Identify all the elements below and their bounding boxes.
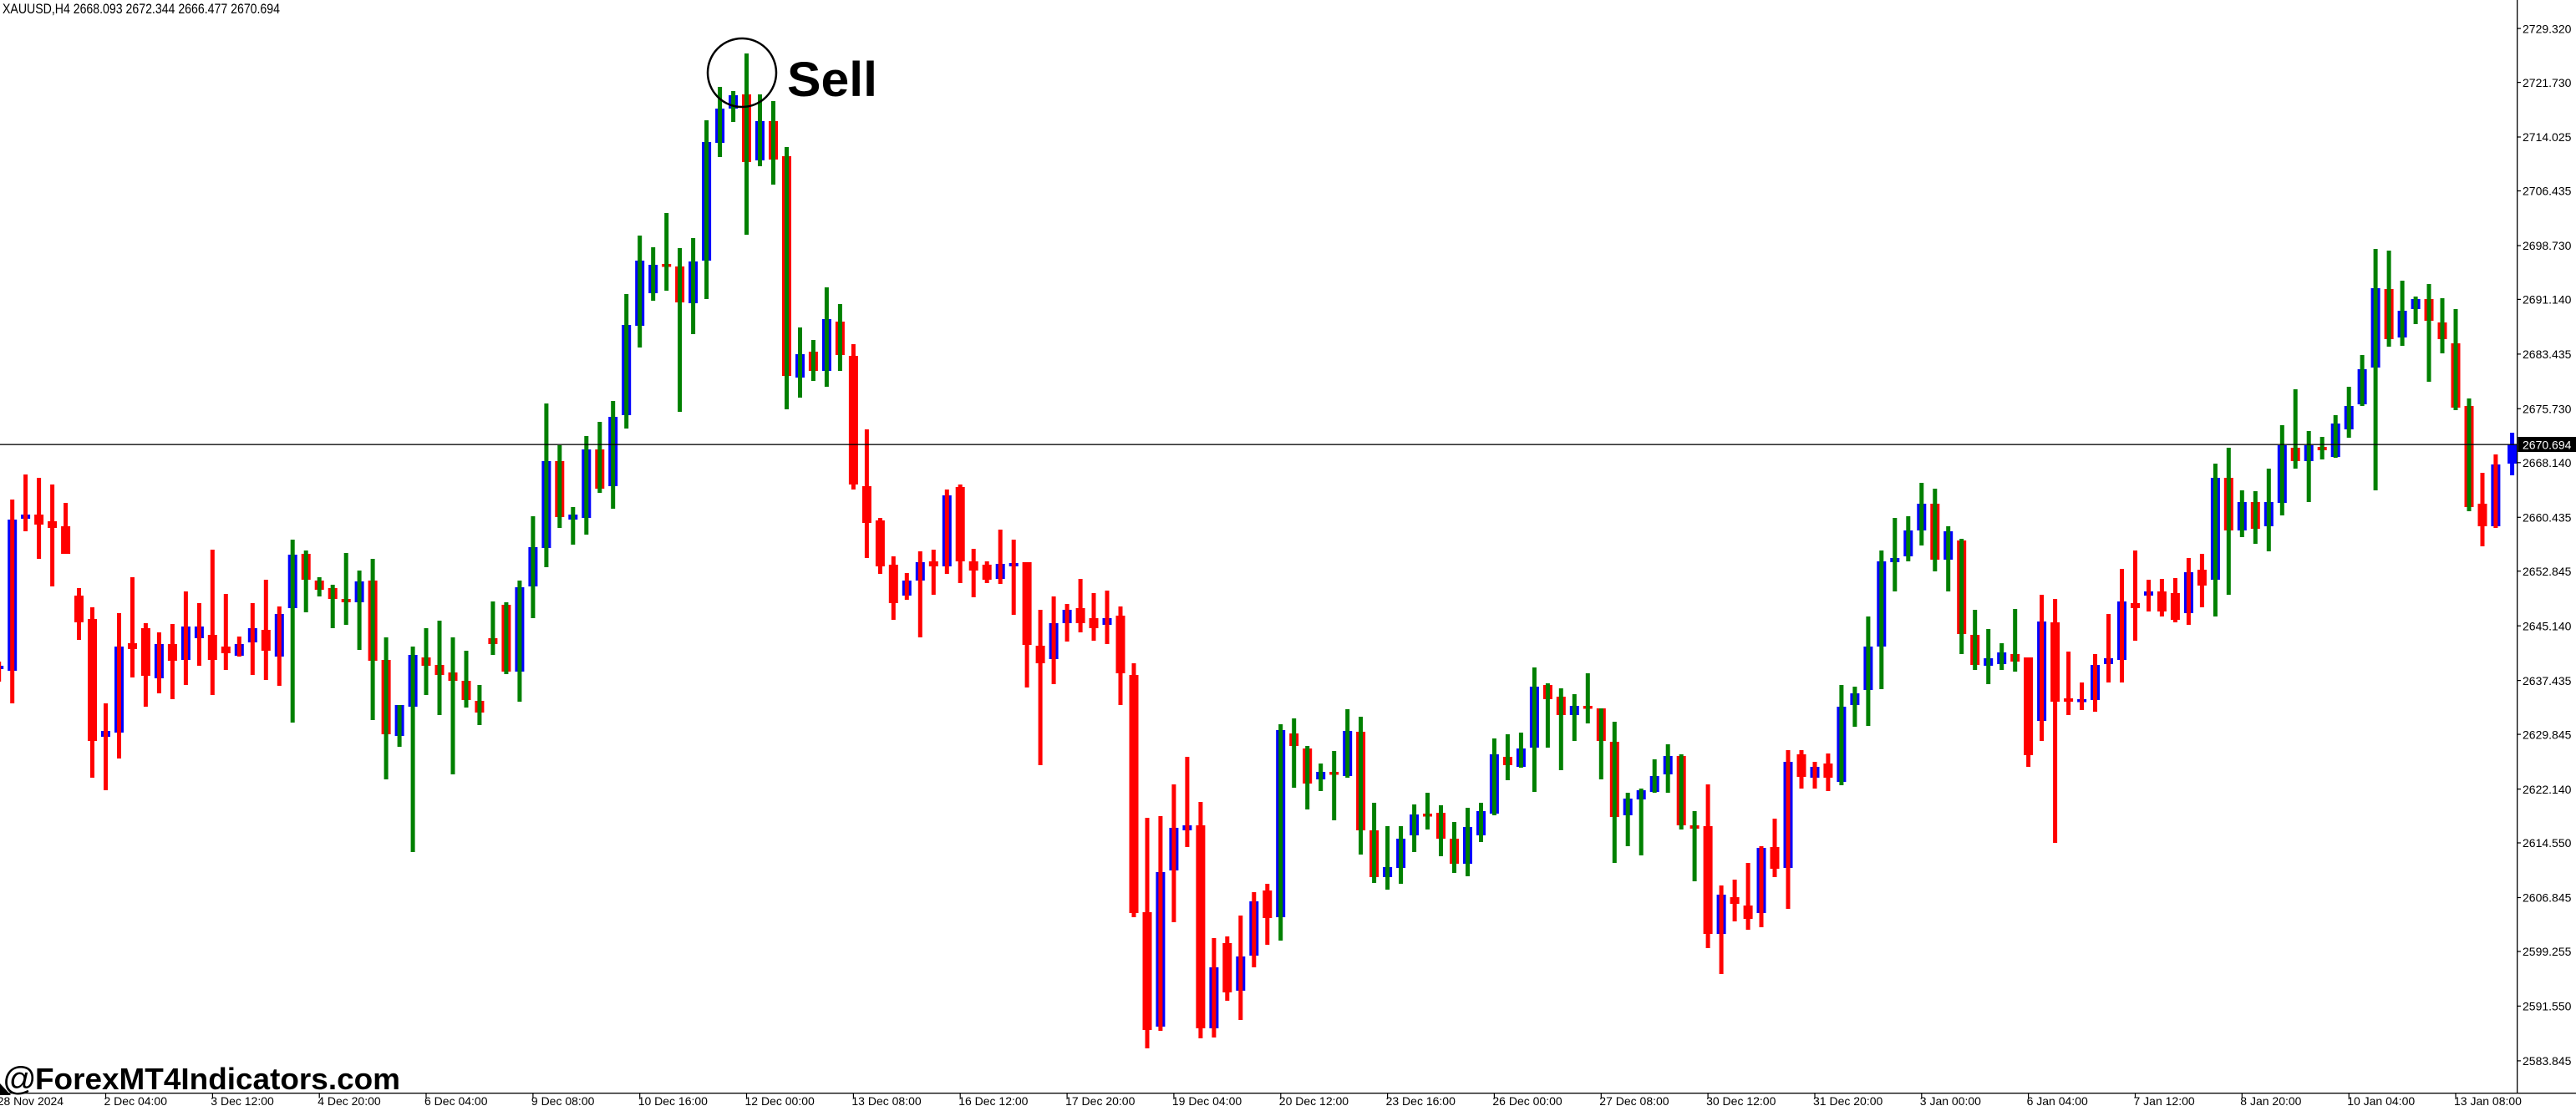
svg-text:9 Dec 08:00: 9 Dec 08:00 [531, 1094, 595, 1106]
svg-text:26 Dec 00:00: 26 Dec 00:00 [1492, 1094, 1562, 1106]
svg-text:@: @ [3, 1061, 37, 1098]
svg-text:2622.140: 2622.140 [2523, 783, 2572, 796]
svg-text:2691.140: 2691.140 [2523, 293, 2572, 307]
svg-text:13 Jan 08:00: 13 Jan 08:00 [2454, 1094, 2522, 1106]
svg-text:20 Dec 12:00: 20 Dec 12:00 [1279, 1094, 1349, 1106]
svg-text:19 Dec 04:00: 19 Dec 04:00 [1172, 1094, 1242, 1106]
svg-text:2683.435: 2683.435 [2523, 348, 2572, 361]
svg-text:6 Jan 04:00: 6 Jan 04:00 [2027, 1094, 2088, 1106]
svg-text:2668.140: 2668.140 [2523, 456, 2572, 469]
svg-text:2698.730: 2698.730 [2523, 239, 2572, 252]
svg-text:2714.025: 2714.025 [2523, 130, 2572, 144]
svg-text:27 Dec 08:00: 27 Dec 08:00 [1599, 1094, 1669, 1106]
svg-text:13 Dec 08:00: 13 Dec 08:00 [851, 1094, 921, 1106]
svg-text:XAUUSD,H4 2668.093 2672.344 2: XAUUSD,H4 2668.093 2672.344 2666.477 267… [3, 1, 280, 17]
svg-text:2583.845: 2583.845 [2523, 1054, 2572, 1068]
svg-text:2637.435: 2637.435 [2523, 674, 2572, 687]
svg-text:2652.845: 2652.845 [2523, 565, 2572, 578]
svg-text:Sell: Sell [787, 53, 877, 107]
svg-text:2606.845: 2606.845 [2523, 891, 2572, 905]
svg-text:28 Nov 2024: 28 Nov 2024 [0, 1094, 64, 1106]
svg-text:2721.730: 2721.730 [2523, 76, 2572, 89]
svg-text:10 Jan 04:00: 10 Jan 04:00 [2347, 1094, 2415, 1106]
svg-text:2670.694: 2670.694 [2523, 439, 2572, 452]
svg-text:ForexMT4Indicators.com: ForexMT4Indicators.com [35, 1062, 400, 1096]
svg-text:2645.140: 2645.140 [2523, 619, 2572, 632]
svg-text:12 Dec 00:00: 12 Dec 00:00 [745, 1094, 815, 1106]
svg-text:2614.550: 2614.550 [2523, 836, 2572, 850]
svg-text:30 Dec 12:00: 30 Dec 12:00 [1706, 1094, 1776, 1106]
svg-text:2729.320: 2729.320 [2523, 22, 2572, 35]
svg-text:3 Dec 12:00: 3 Dec 12:00 [211, 1094, 274, 1106]
svg-text:7 Jan 12:00: 7 Jan 12:00 [2134, 1094, 2195, 1106]
svg-text:2 Dec 04:00: 2 Dec 04:00 [104, 1094, 168, 1106]
svg-text:2629.845: 2629.845 [2523, 728, 2572, 741]
svg-text:2675.730: 2675.730 [2523, 403, 2572, 416]
svg-text:2599.255: 2599.255 [2523, 945, 2572, 958]
svg-text:17 Dec 20:00: 17 Dec 20:00 [1065, 1094, 1135, 1106]
svg-text:3 Jan 00:00: 3 Jan 00:00 [1920, 1094, 1981, 1106]
svg-text:2660.435: 2660.435 [2523, 511, 2572, 525]
svg-text:6 Dec 04:00: 6 Dec 04:00 [424, 1094, 488, 1106]
svg-text:2706.435: 2706.435 [2523, 185, 2572, 198]
svg-text:8 Jan 20:00: 8 Jan 20:00 [2240, 1094, 2301, 1106]
svg-text:16 Dec 12:00: 16 Dec 12:00 [958, 1094, 1028, 1106]
svg-text:2591.550: 2591.550 [2523, 1000, 2572, 1013]
svg-text:10 Dec 16:00: 10 Dec 16:00 [638, 1094, 708, 1106]
svg-text:31 Dec 20:00: 31 Dec 20:00 [1813, 1094, 1882, 1106]
svg-text:23 Dec 16:00: 23 Dec 16:00 [1386, 1094, 1456, 1106]
svg-text:4 Dec 20:00: 4 Dec 20:00 [318, 1094, 381, 1106]
